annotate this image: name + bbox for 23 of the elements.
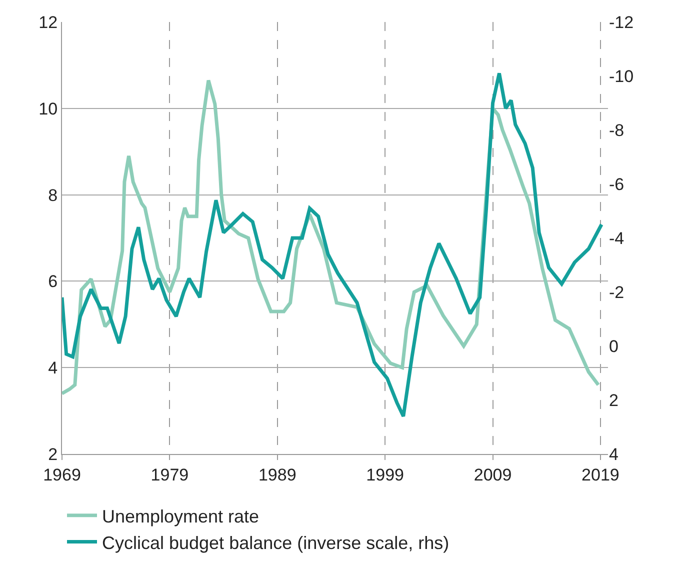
y2-tick-label: -4 [609,228,624,248]
y-tick-label: 8 [48,186,58,205]
y2-tick-label: -10 [609,66,634,86]
x-tick-label: 1999 [366,465,404,484]
y-tick-label: 4 [48,358,58,378]
legend-label: Cyclical budget balance (inverse scale, rhs) [102,532,450,553]
y-tick-label: 2 [48,444,58,464]
x-tick-label: 2009 [474,465,512,484]
x-tick-label: 2019 [582,465,620,484]
y2-tick-label: 0 [609,336,618,356]
y-tick-label: 12 [38,12,58,32]
y2-tick-label: -12 [609,12,634,32]
y-tick-label: 10 [38,99,58,118]
y2-tick-label: 2 [609,390,618,410]
y2-tick-label: -8 [609,120,624,140]
y-tick-label: 6 [48,272,58,292]
legend-label: Unemployment rate [102,506,260,526]
y2-tick-label: -2 [609,282,624,302]
x-tick-label: 1989 [258,465,296,484]
x-tick-label: 1969 [43,465,81,484]
x-tick-label: 1979 [150,465,189,484]
y2-tick-label: -6 [609,174,624,194]
y2-tick-label: 4 [609,444,618,464]
